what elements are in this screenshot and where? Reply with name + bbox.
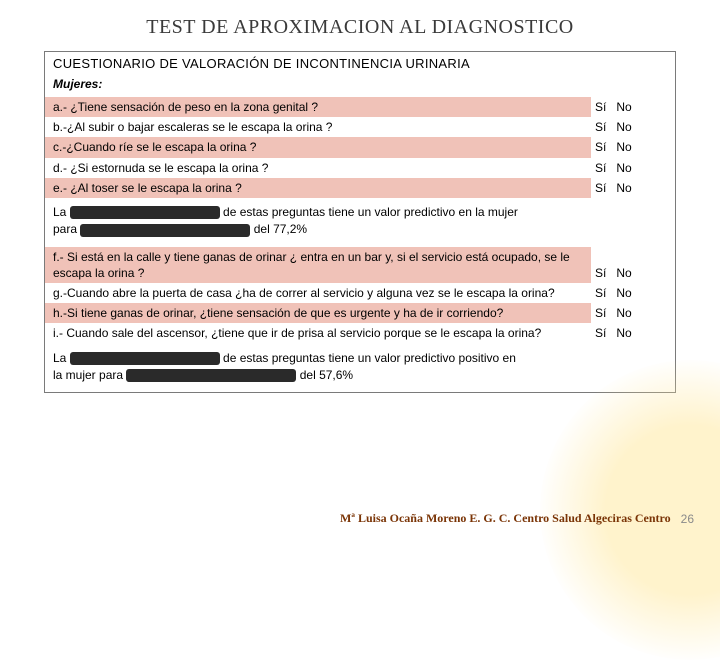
question-row: a.- ¿Tiene sensación de peso en la zona … [45, 97, 675, 117]
question-text: f.- Si está en la calle y tiene ganas de… [45, 247, 591, 283]
panel-subheader: Mujeres: [45, 75, 675, 97]
answer-options: Sí No [591, 303, 675, 323]
note-text: del 77,2% [254, 222, 307, 236]
question-row: e.- ¿Al toser se le escapa la orina ?Sí N… [45, 178, 675, 198]
question-text: b.-¿Al subir o bajar escaleras se le esc… [45, 117, 591, 137]
answer-yes[interactable]: Sí [595, 305, 606, 321]
questionnaire-panel: CUESTIONARIO DE VALORACIÓN DE INCONTINEN… [44, 51, 676, 393]
footer: Mª Luisa Ocaña Moreno E. G. C. Centro Sa… [0, 511, 720, 526]
answer-yes[interactable]: Sí [595, 325, 606, 341]
page-number: 26 [681, 512, 694, 526]
note-text: del 57,6% [300, 368, 353, 382]
answer-options: Sí No [591, 158, 675, 178]
answer-options: Sí No [591, 137, 675, 157]
note-block-2: La de estas preguntas tiene un valor pre… [45, 344, 675, 393]
note-text: de estas preguntas tiene un valor predic… [223, 205, 518, 219]
answer-options: Sí No [591, 323, 675, 343]
question-row: h.-Si tiene ganas de orinar, ¿tiene sens… [45, 303, 675, 323]
slide-title: TEST DE APROXIMACION AL DIAGNOSTICO [0, 0, 720, 47]
answer-no[interactable]: No [616, 325, 631, 341]
redacted-bar [126, 369, 296, 382]
answer-yes[interactable]: Sí [595, 99, 606, 115]
answer-no[interactable]: No [616, 160, 631, 176]
redacted-bar [70, 206, 220, 219]
note-block-1: La de estas preguntas tiene un valor pre… [45, 198, 675, 247]
question-row: g.-Cuando abre la puerta de casa ¿ha de … [45, 283, 675, 303]
answer-options: Sí No [591, 117, 675, 137]
answer-no[interactable]: No [616, 139, 631, 155]
answer-no[interactable]: No [616, 99, 631, 115]
note-text: La [53, 205, 66, 219]
answer-yes[interactable]: Sí [595, 139, 606, 155]
question-row: d.- ¿Si estornuda se le escapa la orina … [45, 158, 675, 178]
note-text: de estas preguntas tiene un valor predic… [223, 351, 516, 365]
answer-no[interactable]: No [616, 180, 631, 196]
decorative-arc [540, 360, 720, 660]
question-text: a.- ¿Tiene sensación de peso en la zona … [45, 97, 591, 117]
question-row: c.-¿Cuando ríe se le escapa la orina ?Sí… [45, 137, 675, 157]
question-text: g.-Cuando abre la puerta de casa ¿ha de … [45, 283, 591, 303]
redacted-bar [80, 224, 250, 237]
answer-options: Sí No [591, 263, 675, 283]
answer-options: Sí No [591, 283, 675, 303]
question-row: i.- Cuando sale del ascensor, ¿tiene que… [45, 323, 675, 343]
question-text: d.- ¿Si estornuda se le escapa la orina … [45, 158, 591, 178]
note-text: La [53, 351, 66, 365]
answer-yes[interactable]: Sí [595, 160, 606, 176]
question-text: e.- ¿Al toser se le escapa la orina ? [45, 178, 591, 198]
answer-options: Sí No [591, 97, 675, 117]
question-text: h.-Si tiene ganas de orinar, ¿tiene sens… [45, 303, 591, 323]
answer-no[interactable]: No [616, 265, 631, 281]
panel-header: CUESTIONARIO DE VALORACIÓN DE INCONTINEN… [45, 52, 675, 75]
answer-yes[interactable]: Sí [595, 285, 606, 301]
note-text: para [53, 222, 77, 236]
answer-no[interactable]: No [616, 119, 631, 135]
footer-author: Mª Luisa Ocaña Moreno E. G. C. Centro Sa… [340, 511, 671, 526]
answer-no[interactable]: No [616, 305, 631, 321]
answer-yes[interactable]: Sí [595, 265, 606, 281]
question-text: c.-¿Cuando ríe se le escapa la orina ? [45, 137, 591, 157]
note-text: la mujer para [53, 368, 123, 382]
question-text: i.- Cuando sale del ascensor, ¿tiene que… [45, 323, 591, 343]
question-row: f.- Si está en la calle y tiene ganas de… [45, 247, 675, 283]
question-row: b.-¿Al subir o bajar escaleras se le esc… [45, 117, 675, 137]
answer-yes[interactable]: Sí [595, 119, 606, 135]
answer-no[interactable]: No [616, 285, 631, 301]
answer-options: Sí No [591, 178, 675, 198]
redacted-bar [70, 352, 220, 365]
answer-yes[interactable]: Sí [595, 180, 606, 196]
